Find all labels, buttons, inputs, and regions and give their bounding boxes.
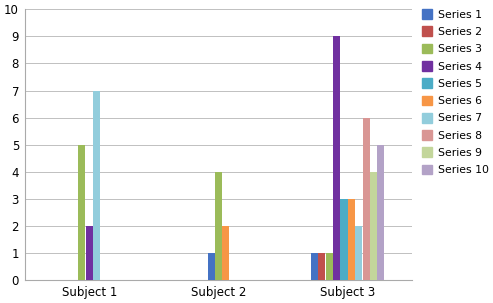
Bar (362, 118, 370, 280)
Bar (355, 226, 362, 280)
Legend: Series 1, Series 2, Series 3, Series 4, Series 5, Series 6, Series 7, Series 8, : Series 1, Series 2, Series 3, Series 4, … (422, 9, 489, 175)
Bar (86, 226, 93, 280)
Bar (222, 226, 229, 280)
Bar (341, 199, 348, 280)
Bar (370, 172, 377, 280)
Bar (311, 253, 318, 280)
Bar (377, 145, 385, 280)
Bar (93, 91, 100, 280)
Bar (333, 36, 340, 280)
Bar (208, 253, 214, 280)
Bar (318, 253, 325, 280)
Bar (326, 253, 333, 280)
Bar (215, 172, 222, 280)
Bar (348, 199, 355, 280)
Bar (78, 145, 85, 280)
